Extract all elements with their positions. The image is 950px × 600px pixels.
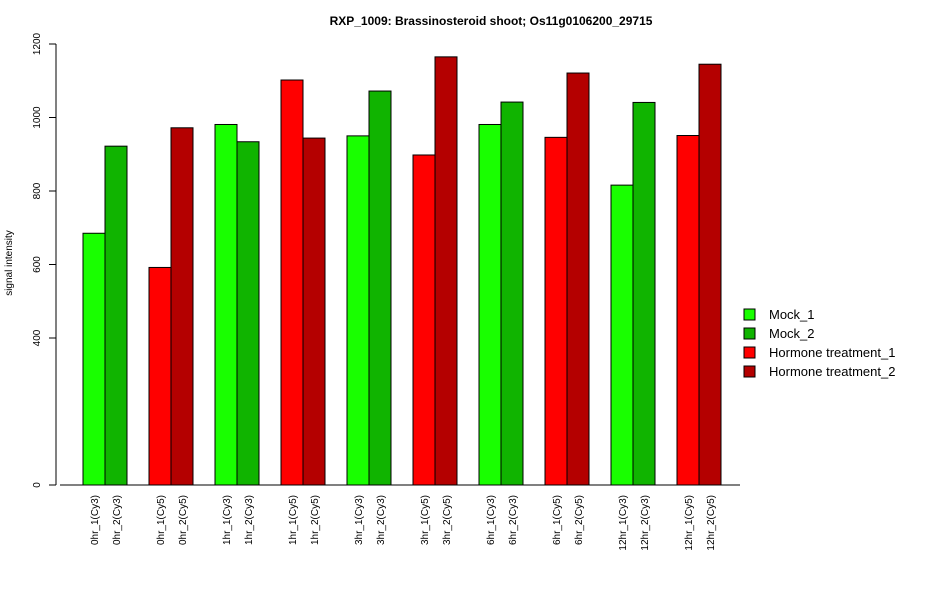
legend-swatch (743, 346, 756, 359)
y-tick-label: 1000 (32, 106, 43, 129)
y-tick-label: 800 (32, 182, 43, 199)
bar (434, 56, 458, 486)
bar (280, 79, 304, 486)
bar (214, 123, 238, 486)
bar (346, 135, 370, 486)
x-tick-label: 0hr_2(Cy5) (178, 495, 189, 545)
x-tick-label: 6hr_1(Cy3) (486, 495, 497, 545)
bar (676, 135, 700, 486)
legend-label: Mock_2 (769, 326, 815, 341)
x-tick-label: 12hr_1(Cy3) (618, 495, 629, 551)
legend-swatch (743, 365, 756, 378)
y-tick-label: 600 (32, 256, 43, 273)
bar (610, 184, 634, 486)
x-tick-label: 0hr_2(Cy3) (112, 495, 123, 545)
x-tick-label: 12hr_2(Cy3) (640, 495, 651, 551)
x-tick-label: 3hr_1(Cy3) (354, 495, 365, 545)
bar (698, 63, 722, 486)
y-tick-label: 1200 (32, 32, 43, 55)
x-tick-label: 1hr_2(Cy3) (244, 495, 255, 545)
x-tick-label: 1hr_2(Cy5) (310, 495, 321, 545)
legend-label: Mock_1 (769, 307, 815, 322)
bar (302, 137, 326, 486)
y-axis-label: signal intensity (4, 230, 15, 296)
bar (632, 101, 656, 486)
bar (412, 154, 436, 486)
legend-label: Hormone treatment_1 (769, 345, 895, 360)
chart-title: RXP_1009: Brassinosteroid shoot; Os11g01… (330, 14, 653, 28)
bar (236, 141, 260, 486)
bar (170, 127, 194, 486)
y-axis: 0 400 600 800 1000 1200 (32, 32, 57, 488)
x-tick-label: 6hr_2(Cy5) (574, 495, 585, 545)
x-tick-label: 3hr_2(Cy5) (442, 495, 453, 545)
bar (104, 145, 128, 486)
x-tick-label: 0hr_1(Cy3) (90, 495, 101, 545)
bar (148, 266, 172, 486)
legend: Mock_1 Mock_2 Hormone treatment_1 Hormone t… (743, 307, 895, 379)
legend-swatch (743, 308, 756, 321)
legend-label: Hormone treatment_2 (769, 364, 895, 379)
y-tick-label: 0 (32, 482, 43, 488)
legend-swatch (743, 327, 756, 340)
bar (500, 101, 524, 486)
bar (82, 232, 106, 486)
y-tick-label: 400 (32, 329, 43, 346)
x-tick-label: 0hr_1(Cy5) (156, 495, 167, 545)
bars-group (82, 56, 722, 486)
x-tick-label: 3hr_2(Cy3) (376, 495, 387, 545)
bar (544, 136, 568, 486)
x-tick-labels: 0hr_1(Cy3) 0hr_2(Cy3) 0hr_1(Cy5) 0hr_2(Cy5)… (90, 495, 717, 551)
bar (478, 123, 502, 486)
bar (566, 72, 590, 486)
x-tick-label: 12hr_2(Cy5) (706, 495, 717, 551)
x-tick-label: 6hr_2(Cy3) (508, 495, 519, 545)
x-tick-label: 3hr_1(Cy5) (420, 495, 431, 545)
bar (368, 90, 392, 486)
x-tick-label: 6hr_1(Cy5) (552, 495, 563, 545)
x-tick-label: 1hr_1(Cy5) (288, 495, 299, 545)
x-tick-label: 1hr_1(Cy3) (222, 495, 233, 545)
x-tick-label: 12hr_1(Cy5) (684, 495, 695, 551)
